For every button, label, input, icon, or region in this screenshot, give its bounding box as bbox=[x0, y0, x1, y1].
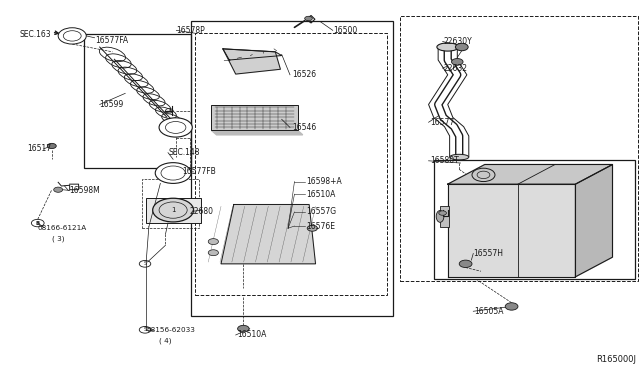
Polygon shape bbox=[211, 131, 303, 135]
Text: SEC.148: SEC.148 bbox=[168, 148, 200, 157]
Text: 08156-62033: 08156-62033 bbox=[147, 327, 195, 333]
Text: 16577: 16577 bbox=[430, 118, 454, 127]
Bar bbox=[147, 198, 200, 223]
Ellipse shape bbox=[437, 43, 459, 51]
Polygon shape bbox=[575, 164, 612, 277]
Polygon shape bbox=[448, 184, 575, 277]
Text: S: S bbox=[143, 327, 147, 332]
Text: 22632: 22632 bbox=[444, 64, 468, 73]
Circle shape bbox=[58, 28, 86, 44]
Text: 16578P: 16578P bbox=[176, 26, 205, 35]
Bar bbox=[84, 34, 191, 168]
Ellipse shape bbox=[436, 211, 444, 222]
Text: 16526: 16526 bbox=[292, 70, 316, 79]
Text: R165000J: R165000J bbox=[596, 355, 636, 364]
Bar bbox=[211, 105, 298, 131]
Text: 1: 1 bbox=[171, 207, 175, 213]
Text: B: B bbox=[36, 221, 40, 225]
Circle shape bbox=[307, 225, 317, 231]
Circle shape bbox=[156, 163, 191, 183]
Text: 22680: 22680 bbox=[189, 208, 213, 217]
Text: 16576E: 16576E bbox=[306, 221, 335, 231]
Circle shape bbox=[305, 16, 312, 21]
Polygon shape bbox=[448, 164, 612, 184]
Text: SEC.163: SEC.163 bbox=[20, 29, 51, 39]
Bar bbox=[434, 160, 636, 279]
Text: 16557H: 16557H bbox=[473, 249, 503, 258]
Text: 16577FB: 16577FB bbox=[182, 167, 216, 176]
Text: 16598+A: 16598+A bbox=[306, 177, 342, 186]
Text: 16599: 16599 bbox=[100, 100, 124, 109]
Text: 08166-6121A: 08166-6121A bbox=[37, 225, 86, 231]
Bar bbox=[143, 179, 198, 228]
Polygon shape bbox=[223, 49, 282, 60]
Circle shape bbox=[452, 58, 463, 65]
Text: S: S bbox=[143, 261, 147, 266]
Bar bbox=[191, 22, 393, 317]
Circle shape bbox=[439, 211, 447, 215]
Text: ( 3): ( 3) bbox=[52, 235, 64, 242]
Text: 22630Y: 22630Y bbox=[444, 37, 473, 46]
Circle shape bbox=[159, 118, 192, 137]
Text: 16500: 16500 bbox=[333, 26, 357, 35]
Circle shape bbox=[472, 168, 495, 182]
Text: 16510A: 16510A bbox=[237, 330, 266, 340]
Text: 16510A: 16510A bbox=[306, 190, 335, 199]
Polygon shape bbox=[223, 49, 280, 74]
Circle shape bbox=[208, 238, 218, 244]
Bar bbox=[195, 33, 387, 295]
Circle shape bbox=[153, 198, 193, 222]
Circle shape bbox=[47, 143, 56, 148]
Text: 16505A: 16505A bbox=[474, 307, 504, 316]
Text: 16517: 16517 bbox=[28, 144, 52, 153]
Circle shape bbox=[54, 187, 63, 192]
Ellipse shape bbox=[450, 154, 468, 160]
Circle shape bbox=[456, 43, 468, 51]
Circle shape bbox=[505, 303, 518, 310]
Text: 16580T: 16580T bbox=[430, 156, 459, 165]
Bar bbox=[440, 206, 449, 227]
Text: ( 4): ( 4) bbox=[159, 338, 172, 344]
Circle shape bbox=[208, 250, 218, 256]
Text: 16598M: 16598M bbox=[70, 186, 100, 195]
Bar bbox=[401, 16, 638, 280]
Polygon shape bbox=[221, 205, 316, 264]
Circle shape bbox=[460, 260, 472, 267]
Circle shape bbox=[237, 326, 249, 332]
Text: 16577FA: 16577FA bbox=[95, 36, 129, 45]
Text: 16546: 16546 bbox=[292, 123, 316, 132]
Text: 16557G: 16557G bbox=[306, 208, 336, 217]
